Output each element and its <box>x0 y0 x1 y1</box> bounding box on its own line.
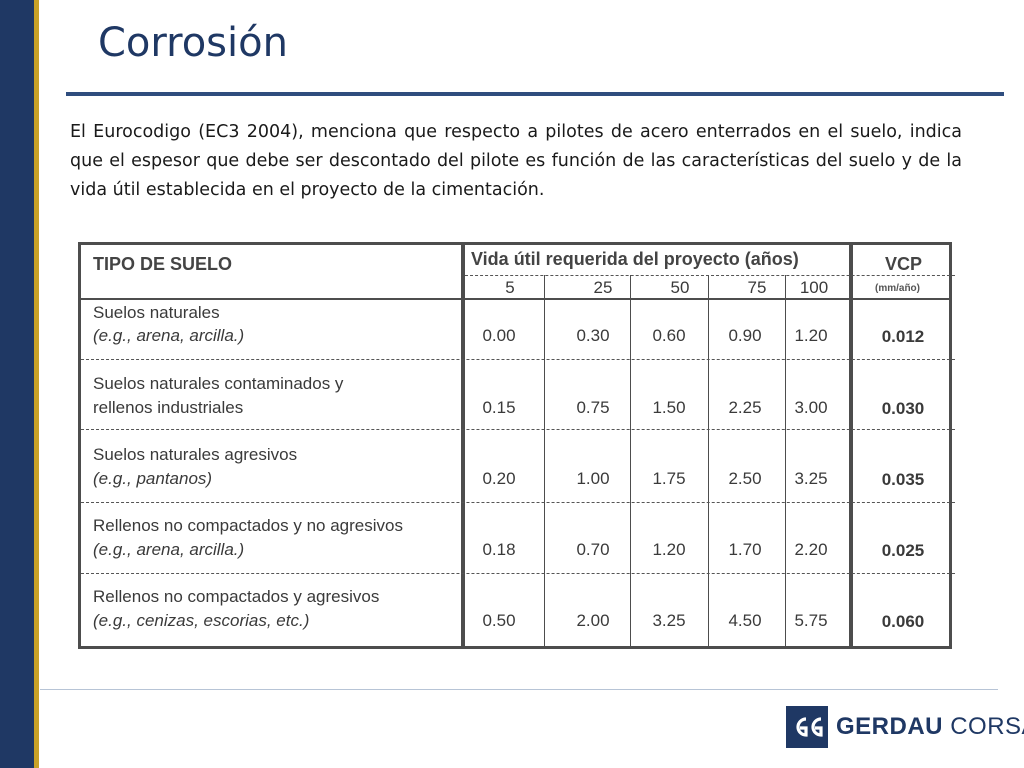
loss-value: 0.60 <box>652 326 686 345</box>
logo-brand-light: CORSA <box>950 713 1024 740</box>
loss-value: 2.25 <box>728 398 762 417</box>
row-dashed-line <box>81 502 955 503</box>
left-accent-bar <box>0 0 34 768</box>
left-accent-stripe <box>34 0 39 768</box>
row-dashed-line <box>81 359 955 360</box>
intro-paragraph: El Eurocodigo (EC3 2004), menciona que r… <box>70 122 962 200</box>
year-divider <box>630 275 631 646</box>
table-divider-soil <box>461 245 465 646</box>
vcp-value: 0.012 <box>881 327 925 346</box>
loss-value: 4.50 <box>728 611 762 630</box>
soil-type-name: Suelos naturales contaminados y <box>93 374 344 393</box>
year-label: 75 <box>747 278 767 297</box>
loss-value: 1.20 <box>794 326 828 345</box>
vcp-value: 0.035 <box>881 470 925 489</box>
vcp-value: 0.025 <box>881 541 925 560</box>
loss-value: 0.15 <box>482 398 516 417</box>
soil-type-example: (e.g., cenizas, escorias, etc.) <box>93 611 310 630</box>
soil-type-example: (e.g., pantanos) <box>93 469 213 488</box>
footer-divider <box>40 689 998 690</box>
logo-wordmark: GERDAU CORSA <box>836 713 1024 741</box>
slide-title: Corrosión <box>98 20 288 66</box>
logo-brand-bold: GERDAU <box>836 713 944 740</box>
vcp-value: 0.030 <box>881 399 925 418</box>
loss-value: 1.75 <box>652 469 686 488</box>
loss-value: 2.00 <box>576 611 610 630</box>
loss-value: 1.00 <box>576 469 610 488</box>
loss-value: 0.70 <box>576 540 610 559</box>
loss-value: 0.30 <box>576 326 610 345</box>
year-divider <box>708 275 709 646</box>
soil-type-name: Rellenos no compactados y agresivos <box>93 587 380 606</box>
loss-value: 1.70 <box>728 540 762 559</box>
soil-type-name: Rellenos no compactados y no agresivos <box>93 516 403 535</box>
vcp-header: VCP <box>885 254 923 274</box>
soil-type-header: TIPO DE SUELO <box>93 254 233 274</box>
loss-value: 5.75 <box>794 611 828 630</box>
loss-value: 3.00 <box>794 398 828 417</box>
gerdau-corsa-logo: GERDAU CORSA <box>786 706 1024 748</box>
vcp-value: 0.060 <box>881 612 925 631</box>
vcp-unit: (mm/año) <box>875 283 920 294</box>
soil-type-example: rellenos industriales <box>93 398 244 417</box>
year-divider <box>785 275 786 646</box>
soil-type-example: (e.g., arena, arcilla.) <box>93 326 245 345</box>
soil-type-example: (e.g., arena, arcilla.) <box>93 540 245 559</box>
loss-value: 0.20 <box>482 469 516 488</box>
soil-type-name: Suelos naturales <box>93 303 220 322</box>
loss-value: 2.20 <box>794 540 828 559</box>
header-bottom-line <box>81 298 949 300</box>
year-divider <box>544 275 545 646</box>
corrosion-table: TIPO DE SUELO Vida útil requerida del pr… <box>78 242 955 649</box>
loss-value: 1.20 <box>652 540 686 559</box>
row-dashed-line <box>81 573 955 574</box>
year-label: 25 <box>593 278 613 297</box>
loss-value: 0.18 <box>482 540 516 559</box>
year-label: 5 <box>505 278 515 297</box>
year-label: 50 <box>670 278 690 297</box>
loss-value: 0.90 <box>728 326 762 345</box>
loss-value: 3.25 <box>794 469 828 488</box>
loss-value: 0.75 <box>576 398 610 417</box>
loss-value: 1.50 <box>652 398 686 417</box>
row-dashed-line <box>81 429 955 430</box>
loss-value: 0.00 <box>482 326 516 345</box>
header-dashed-line <box>465 275 955 276</box>
year-label: 100 <box>799 278 829 297</box>
logo-mark-icon <box>786 706 828 748</box>
title-divider <box>66 92 1004 96</box>
loss-value: 0.50 <box>482 611 516 630</box>
loss-value: 3.25 <box>652 611 686 630</box>
service-life-header: Vida útil requerida del proyecto (años) <box>471 249 799 269</box>
loss-value: 2.50 <box>728 469 762 488</box>
table-divider-vcp <box>849 245 853 646</box>
soil-type-name: Suelos naturales agresivos <box>93 445 298 464</box>
